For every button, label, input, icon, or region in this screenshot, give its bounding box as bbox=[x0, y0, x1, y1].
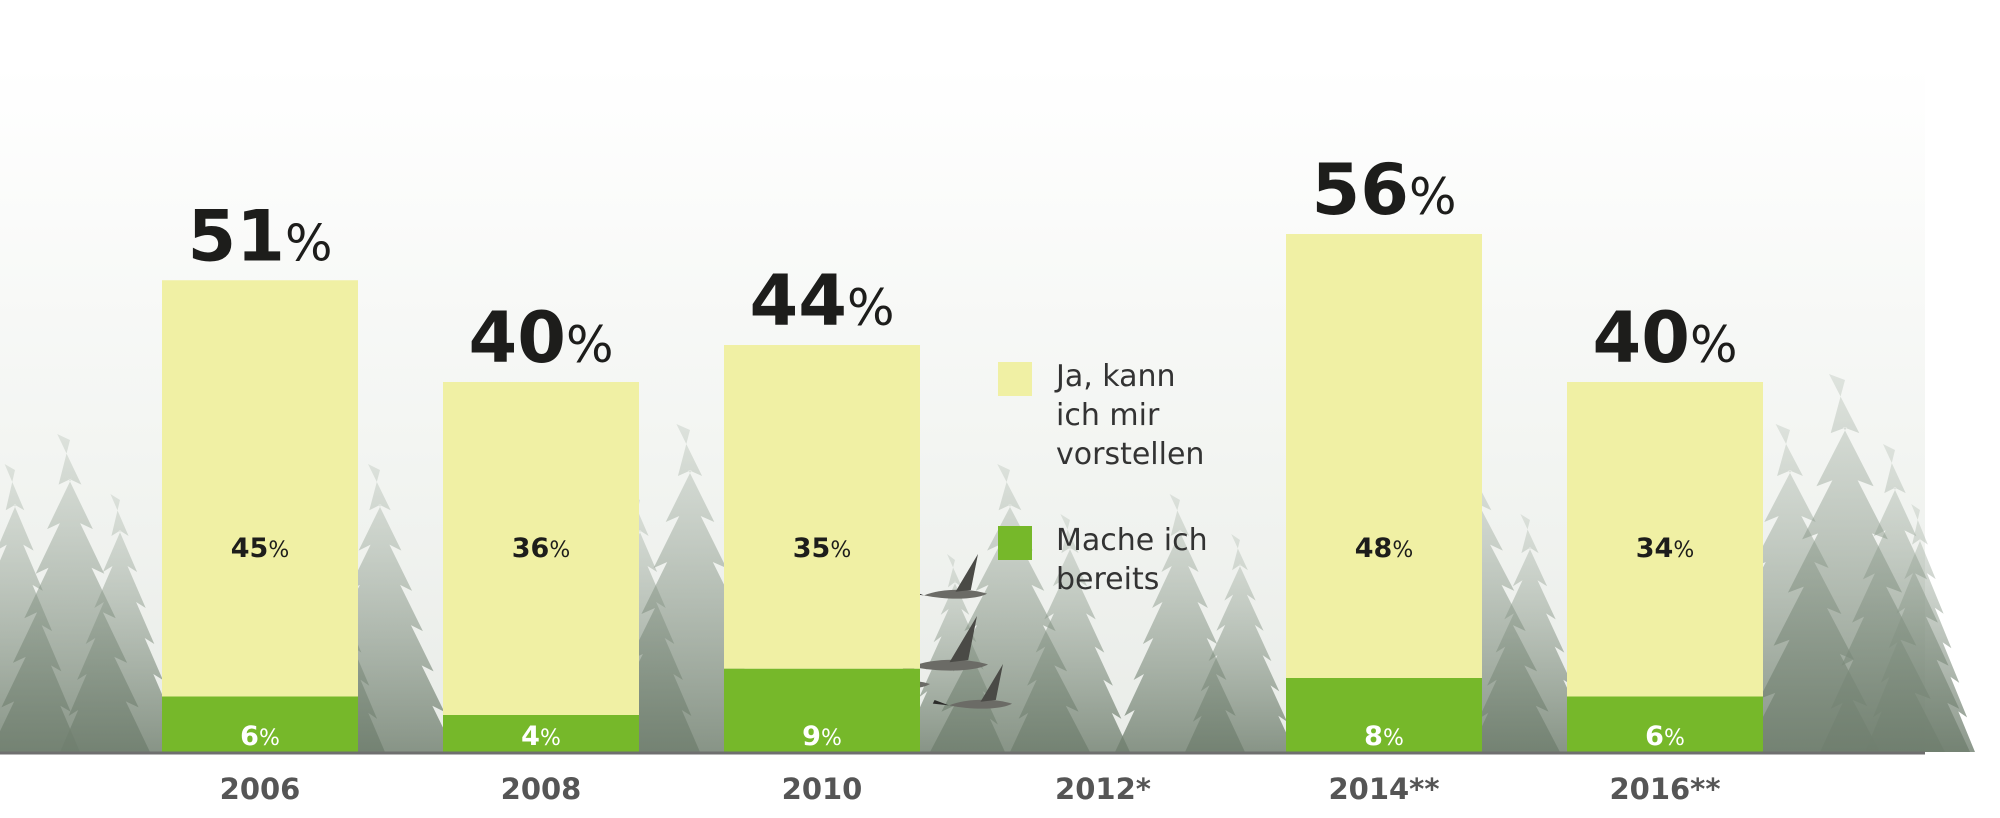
segment-label-vorstellen: 35% bbox=[793, 533, 851, 564]
segment-label-vorstellen: 36% bbox=[512, 533, 570, 564]
segment-label-bereits: 6% bbox=[240, 721, 280, 752]
x-tick-label: 2006 bbox=[220, 772, 301, 806]
legend: Ja, kann ich mir vorstellen Mache ich bereit… bbox=[998, 359, 1208, 597]
x-tick-label: 2016** bbox=[1609, 772, 1720, 806]
tree-silhouette bbox=[1185, 534, 1295, 752]
bar-segment-vorstellen bbox=[724, 345, 920, 669]
bar-segment-vorstellen bbox=[1286, 234, 1482, 678]
legend-swatch bbox=[998, 526, 1032, 560]
tree-silhouette bbox=[60, 494, 180, 752]
bar-segment-bereits bbox=[1286, 678, 1482, 752]
x-tick-label: 2014** bbox=[1328, 772, 1439, 806]
segment-label-bereits: 6% bbox=[1645, 721, 1685, 752]
total-label: 44% bbox=[750, 260, 895, 342]
total-label: 40% bbox=[1593, 297, 1738, 379]
tree-silhouette bbox=[1010, 514, 1130, 752]
labels-layer: 45% 6% 51% 2006 36% 4% 40% 2008 35% 9% 44% 2010 2012… bbox=[188, 149, 1738, 806]
segment-label-bereits: 4% bbox=[521, 721, 561, 752]
legend-label: ich mir bbox=[1056, 398, 1160, 433]
x-tick-label: 2008 bbox=[501, 772, 582, 806]
bar-segment-bereits bbox=[162, 696, 358, 752]
x-tick-label: 2010 bbox=[782, 772, 863, 806]
legend-label: Ja, kann bbox=[1054, 359, 1176, 394]
bar-segment-bereits bbox=[1567, 696, 1763, 752]
segment-label-vorstellen: 34% bbox=[1636, 533, 1694, 564]
bar-segment-vorstellen bbox=[443, 382, 639, 715]
segment-label-vorstellen: 45% bbox=[231, 533, 289, 564]
legend-label: Mache ich bbox=[1056, 523, 1208, 558]
segment-label-vorstellen: 48% bbox=[1355, 533, 1413, 564]
goose-icon bbox=[932, 664, 1012, 709]
bar-segment-vorstellen bbox=[162, 280, 358, 697]
bar-segment-bereits bbox=[443, 715, 639, 752]
bar-segment-bereits bbox=[724, 668, 920, 752]
segment-label-bereits: 8% bbox=[1364, 721, 1404, 752]
tree-silhouette bbox=[1865, 504, 1975, 752]
bars-layer bbox=[162, 234, 1763, 752]
legend-swatch bbox=[998, 362, 1032, 396]
tree-silhouette bbox=[1470, 514, 1590, 752]
bar-segment-vorstellen bbox=[1567, 382, 1763, 697]
segment-label-bereits: 9% bbox=[802, 721, 842, 752]
x-tick-label: 2012* bbox=[1055, 772, 1151, 806]
total-label: 40% bbox=[469, 297, 614, 379]
total-label: 51% bbox=[188, 195, 333, 277]
total-label: 56% bbox=[1312, 149, 1457, 231]
legend-label: bereits bbox=[1056, 562, 1159, 597]
legend-label: vorstellen bbox=[1056, 437, 1204, 472]
